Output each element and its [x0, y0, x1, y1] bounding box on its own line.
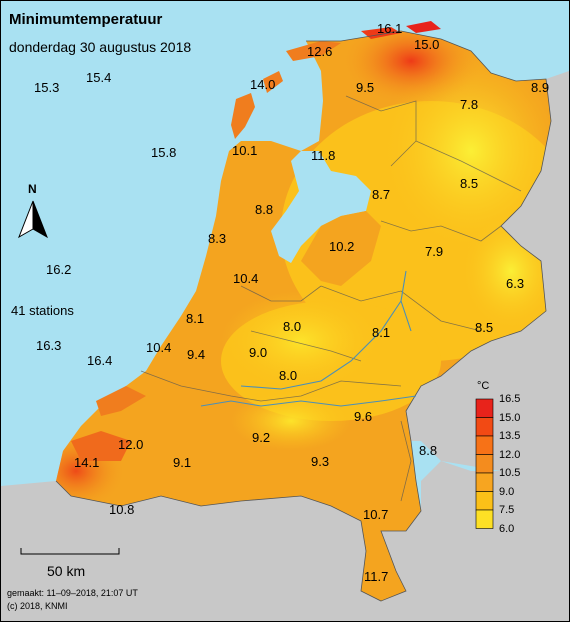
legend-swatch [475, 398, 494, 418]
station-value: 9.0 [249, 345, 268, 360]
station-value: 7.8 [460, 97, 479, 112]
legend-tick-label: 7.5 [499, 504, 515, 516]
legend-swatch [475, 472, 494, 492]
station-value: 7.9 [425, 244, 444, 259]
legend-colorbar [475, 398, 494, 529]
station-value: 15.0 [414, 37, 440, 52]
station-value: 8.1 [186, 311, 205, 326]
legend-tick-label: 10.5 [499, 467, 521, 479]
station-value: 8.0 [283, 319, 302, 334]
scale-bar [20, 548, 120, 555]
station-value: 11.8 [311, 148, 336, 163]
legend-swatch [475, 509, 494, 529]
station-value: 8.7 [372, 187, 391, 202]
station-value: 16.4 [87, 353, 113, 368]
station-value: 8.8 [419, 443, 438, 458]
footer-made: gemaakt: 11–09–2018, 21:07 UT [7, 588, 138, 598]
legend-tick-label: 16.5 [499, 393, 521, 405]
station-value: 9.5 [356, 80, 375, 95]
map-subtitle: donderdag 30 augustus 2018 [9, 39, 192, 55]
station-value: 10.7 [363, 507, 389, 522]
station-value: 10.8 [109, 502, 135, 517]
station-value: 9.6 [354, 409, 373, 424]
footer-copyright: (c) 2018, KNMI [7, 601, 68, 611]
station-value: 8.0 [279, 368, 298, 383]
station-value: 6.3 [506, 276, 525, 291]
north-arrow [18, 200, 48, 239]
station-value: 10.4 [146, 340, 172, 355]
station-value: 9.4 [187, 347, 206, 362]
station-count: 41 stations [11, 303, 74, 318]
scale-label: 50 km [47, 563, 86, 579]
station-value: 10.1 [232, 143, 258, 158]
station-value: 16.3 [36, 338, 62, 353]
station-value: 14.1 [74, 455, 100, 470]
map-title: Minimumtemperatuur [9, 11, 163, 28]
station-value: 12.0 [118, 437, 144, 452]
legend-tick-label: 12.0 [499, 448, 521, 461]
station-value: 8.5 [460, 176, 479, 191]
legend-swatch [475, 435, 494, 455]
station-value: 16.2 [46, 262, 72, 277]
station-value: 10.4 [233, 271, 259, 286]
legend-unit: °C [477, 380, 490, 392]
north-label: N [28, 182, 37, 196]
station-value: 15.4 [86, 70, 112, 85]
legend-swatch [475, 454, 494, 474]
legend-tick-label: 15.0 [499, 411, 521, 424]
legend-swatch [475, 491, 494, 511]
legend-tick-label: 9.0 [499, 485, 515, 498]
station-value: 10.2 [329, 239, 355, 254]
station-value: 15.3 [34, 80, 60, 95]
legend-tick-label: 6.0 [499, 522, 515, 535]
station-value: 14.0 [250, 77, 276, 92]
station-value: 9.2 [252, 430, 271, 445]
legend-tick-label: 13.5 [499, 430, 521, 442]
station-value: 8.1 [372, 325, 391, 340]
station-value: 9.1 [173, 455, 192, 470]
station-value: 16.1 [377, 21, 403, 36]
station-value: 8.8 [255, 202, 274, 217]
station-value: 9.3 [311, 454, 330, 469]
station-value: 15.8 [151, 145, 177, 160]
legend-swatch [475, 417, 494, 437]
station-value: 8.9 [531, 80, 550, 95]
station-value: 11.7 [364, 569, 389, 584]
station-value: 8.5 [475, 320, 494, 335]
station-value: 8.3 [208, 231, 227, 246]
station-value: 12.6 [307, 44, 333, 59]
